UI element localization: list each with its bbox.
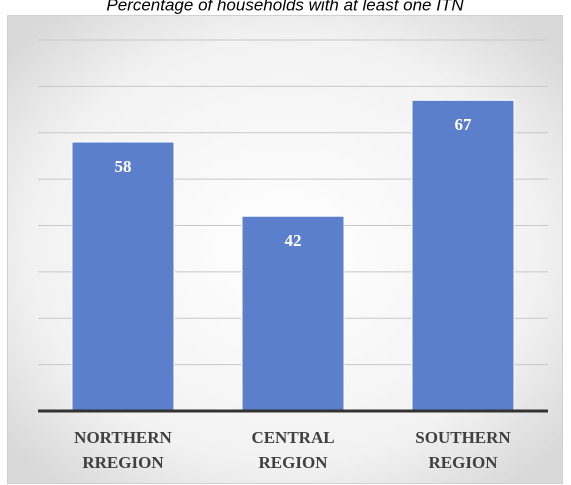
chart-title: Percentage of households with at least o… [106,0,464,14]
x-tick-label: CENTRAL [251,428,334,447]
x-tick-label: SOUTHERN [415,428,511,447]
x-tick-label: RREGION [82,453,164,472]
x-tick-label: NORTHERN [74,428,172,447]
bar [71,141,175,412]
bar [411,99,515,412]
x-tick-label: REGION [259,453,329,472]
data-label: 58 [115,157,132,176]
data-label: 67 [455,115,473,134]
data-label: 42 [285,231,302,250]
x-tick-label: REGION [429,453,499,472]
